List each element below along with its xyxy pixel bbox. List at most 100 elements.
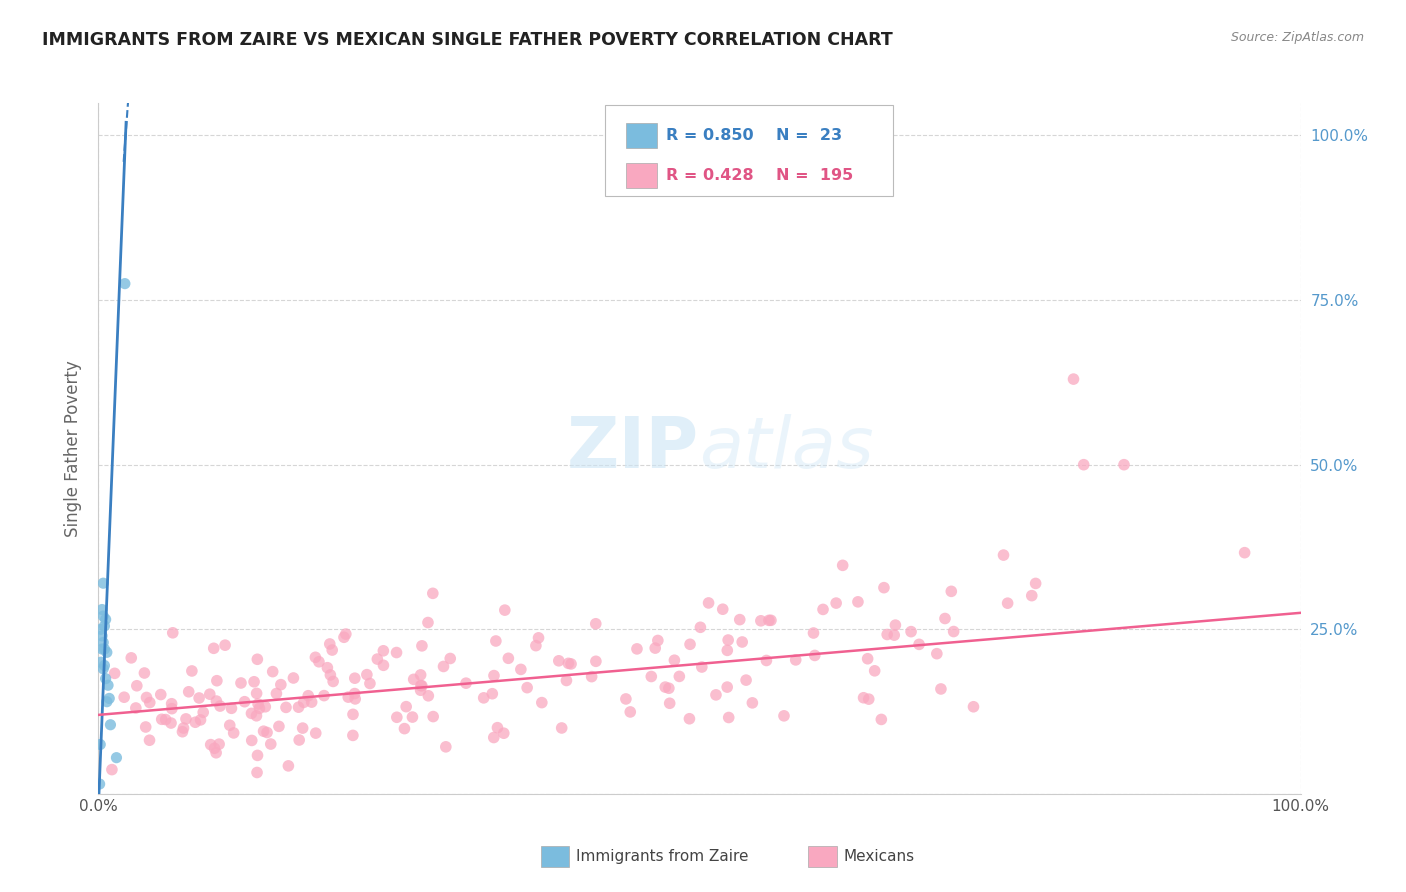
Point	[184, 715, 207, 730]
Point	[731, 635, 754, 649]
Point	[366, 652, 388, 666]
Point	[209, 699, 232, 714]
Point	[202, 641, 225, 656]
Point	[91, 602, 114, 616]
Point	[434, 739, 457, 754]
Point	[335, 627, 357, 641]
Point	[749, 614, 772, 628]
Text: N =  195: N = 195	[776, 168, 853, 183]
Point	[418, 689, 440, 703]
Point	[292, 695, 315, 709]
Point	[711, 602, 734, 616]
Point	[498, 651, 520, 665]
Point	[205, 746, 228, 760]
Point	[658, 681, 681, 696]
Point	[900, 624, 922, 639]
Point	[485, 634, 508, 648]
Text: IMMIGRANTS FROM ZAIRE VS MEXICAN SINGLE FATHER POVERTY CORRELATION CHART: IMMIGRANTS FROM ZAIRE VS MEXICAN SINGLE …	[42, 31, 893, 49]
Point	[93, 642, 115, 657]
Point	[773, 709, 796, 723]
Point	[516, 681, 538, 695]
Point	[134, 665, 156, 680]
Point	[190, 713, 212, 727]
Point	[319, 637, 342, 651]
Point	[585, 616, 607, 631]
Point	[759, 613, 782, 627]
Point	[262, 665, 284, 679]
Point	[198, 687, 221, 701]
Point	[205, 694, 228, 708]
Point	[481, 687, 503, 701]
Point	[93, 619, 115, 633]
Point	[385, 646, 408, 660]
Text: atlas: atlas	[700, 414, 875, 483]
Point	[343, 687, 366, 701]
Point	[240, 733, 263, 747]
Point	[846, 595, 869, 609]
Point	[91, 629, 114, 643]
Point	[101, 763, 124, 777]
Point	[416, 615, 439, 630]
Point	[112, 690, 135, 705]
Point	[640, 669, 662, 683]
Point	[803, 626, 825, 640]
Point	[758, 613, 780, 627]
Point	[716, 643, 738, 657]
Point	[658, 696, 681, 710]
Point	[91, 635, 114, 649]
Point	[120, 651, 142, 665]
Point	[114, 277, 136, 291]
Point	[218, 718, 240, 732]
Point	[97, 678, 120, 692]
Point	[1112, 458, 1135, 472]
Point	[316, 661, 339, 675]
Point	[704, 688, 727, 702]
Point	[1021, 589, 1043, 603]
Point	[716, 680, 738, 694]
Point	[852, 690, 875, 705]
Point	[256, 725, 278, 739]
Point	[270, 678, 292, 692]
Point	[395, 699, 418, 714]
Point	[188, 690, 211, 705]
Point	[135, 720, 157, 734]
Point	[91, 576, 114, 591]
Point	[585, 654, 607, 668]
Point	[105, 750, 128, 764]
Point	[454, 676, 477, 690]
Point	[550, 721, 572, 735]
Point	[89, 738, 111, 752]
Point	[755, 653, 778, 667]
Point	[735, 673, 758, 687]
Point	[373, 644, 395, 658]
Point	[678, 712, 700, 726]
Point	[208, 737, 231, 751]
Point	[91, 609, 114, 624]
Point	[993, 548, 1015, 562]
Point	[287, 700, 309, 714]
Point	[962, 699, 984, 714]
Text: Mexicans: Mexicans	[844, 849, 915, 863]
Point	[422, 586, 444, 600]
Point	[530, 696, 553, 710]
Point	[411, 639, 433, 653]
Point	[177, 685, 200, 699]
Point	[90, 655, 112, 669]
Point	[319, 668, 342, 682]
Point	[254, 699, 277, 714]
Point	[305, 726, 328, 740]
Point	[741, 696, 763, 710]
Point	[246, 765, 269, 780]
Point	[941, 584, 963, 599]
Point	[717, 710, 740, 724]
Point	[492, 726, 515, 740]
Point	[581, 670, 603, 684]
Point	[619, 705, 641, 719]
Point	[359, 676, 381, 690]
Point	[160, 697, 183, 711]
Point	[240, 706, 263, 721]
Point	[811, 602, 834, 616]
Point	[125, 679, 148, 693]
Point	[825, 596, 848, 610]
Text: R = 0.428: R = 0.428	[666, 168, 754, 183]
